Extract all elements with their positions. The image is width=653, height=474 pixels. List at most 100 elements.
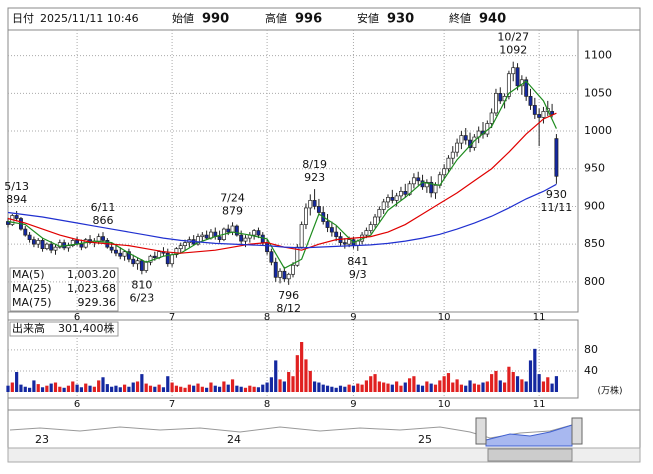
header-label: 安値 (357, 11, 379, 25)
candle-body (144, 261, 149, 271)
legend-label: MA(75) (12, 296, 52, 309)
volume-bar (40, 387, 45, 392)
volume-tick-label: 80 (584, 343, 598, 356)
price-panel (7, 29, 579, 313)
volume-bar (481, 382, 485, 392)
volume-bar (269, 377, 274, 392)
x-tick-label: 7 (169, 312, 175, 323)
candle-body (442, 168, 447, 176)
volume-bar (546, 377, 550, 392)
y-tick-label: 1050 (584, 86, 612, 99)
candle-body (183, 242, 187, 246)
candle-body (200, 234, 205, 237)
candle-body (390, 197, 395, 201)
volume-bar (243, 387, 248, 392)
volume-bar (97, 380, 101, 392)
y-tick-label: 1000 (584, 124, 612, 137)
volume-bar (105, 384, 109, 392)
candle-body (36, 240, 41, 245)
y-tick-label: 850 (584, 237, 605, 250)
volume-bar (140, 374, 144, 392)
volume-bar (429, 383, 433, 392)
volume-bar (88, 385, 92, 392)
candle-body (114, 249, 118, 254)
volume-bar (304, 359, 308, 392)
volume-bar (32, 380, 36, 392)
candle-body (450, 151, 455, 159)
candle-body (70, 240, 75, 246)
candle-body (506, 73, 511, 97)
header-value: 990 (202, 12, 229, 27)
candle-body (282, 270, 287, 280)
volume-bar (153, 386, 157, 392)
volume-bar (511, 372, 515, 392)
volume-bar (127, 386, 131, 392)
candle-body (101, 236, 105, 241)
y-tick-label: 950 (584, 162, 605, 175)
scrollbar-thumb[interactable] (487, 448, 573, 462)
candle-body (196, 236, 200, 245)
volume-bar (114, 385, 118, 392)
header-label: 始値 (172, 11, 194, 25)
volume-bar (118, 387, 122, 392)
candle-body (204, 234, 209, 239)
candle-body (23, 228, 28, 236)
candle-body (152, 255, 157, 259)
scrollbar[interactable] (7, 447, 641, 463)
volume-bar (10, 382, 14, 392)
x-tick-label: 9 (350, 399, 356, 410)
volume-bar (485, 381, 489, 392)
volume-bar (425, 381, 429, 392)
volume-bar (71, 381, 75, 392)
navigator-handle-right[interactable] (571, 417, 583, 445)
x-tick-label: 8 (264, 399, 270, 410)
header-label: 高値 (265, 11, 287, 25)
volume-bar (507, 366, 511, 392)
navigator-handle-left[interactable] (475, 417, 487, 445)
candle-body (364, 230, 369, 236)
candle-body (170, 254, 175, 265)
volume-bar (174, 385, 179, 392)
volume-panel (7, 319, 579, 399)
volume-bar (15, 372, 19, 392)
volume-bar (217, 386, 222, 392)
candle-body (273, 261, 278, 278)
volume-bar (179, 386, 183, 392)
x-tick-label: 11 (533, 312, 546, 323)
annotation-value: 930 (546, 188, 567, 201)
volume-bar (386, 383, 390, 392)
volume-bar (187, 384, 191, 392)
annotation-value: 866 (93, 214, 114, 227)
x-tick-label: 10 (438, 312, 451, 323)
volume-bar (533, 348, 537, 392)
x-tick-label: 6 (74, 399, 80, 410)
candle-body (278, 270, 282, 278)
candle-body (265, 242, 270, 253)
candle-body (373, 216, 377, 225)
volume-bar (438, 380, 442, 392)
volume-bar (36, 384, 40, 392)
volume-bar (377, 381, 381, 392)
candle-body (256, 230, 261, 236)
y-tick-label: 900 (584, 199, 605, 212)
annotation-value: 879 (222, 204, 243, 217)
volume-bar (256, 387, 261, 392)
volume-bar (161, 387, 166, 392)
annotation-date: 9/3 (349, 268, 367, 281)
candle-body (494, 92, 498, 114)
candle-body (381, 201, 386, 210)
volume-bar (19, 384, 23, 392)
volume-bar (92, 386, 96, 392)
volume-bar (148, 385, 153, 392)
volume-bar (6, 385, 10, 392)
x-tick-label: 6 (74, 312, 80, 323)
candle-body (40, 240, 45, 250)
candle-body (411, 177, 416, 185)
candle-body (109, 246, 114, 251)
volume-bar (468, 380, 472, 392)
x-tick-label: 7 (169, 399, 175, 410)
annotation-date: 10/27 (497, 31, 529, 44)
volume-bar (390, 384, 394, 392)
volume-bar (222, 381, 226, 392)
